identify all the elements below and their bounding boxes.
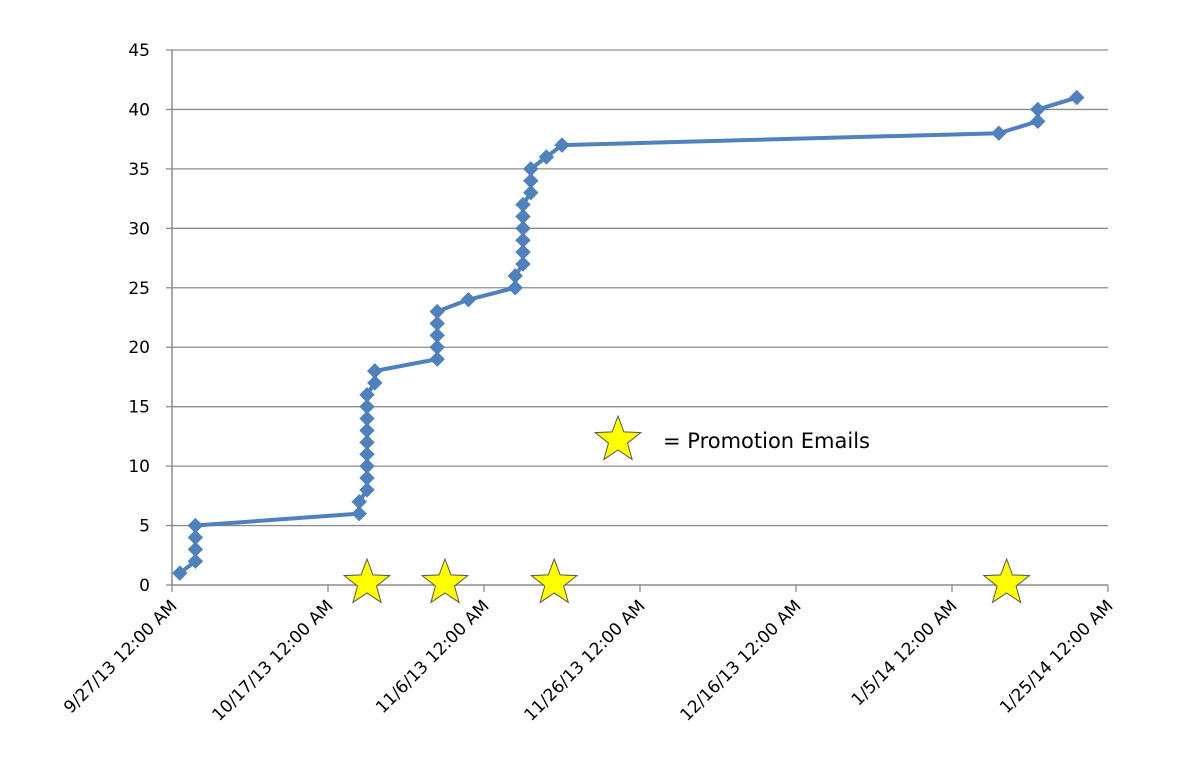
data-point — [187, 529, 204, 546]
promotion-star-markers — [342, 557, 1031, 604]
data-point — [515, 256, 531, 272]
data-point — [429, 303, 445, 320]
x-tick-label: 11/26/13 12:00 AM — [521, 596, 650, 725]
data-point — [523, 173, 539, 189]
x-tick-label: 1/5/14 12:00 AM — [848, 596, 962, 710]
promotion-star — [342, 557, 392, 604]
y-tick-label: 10 — [128, 457, 150, 477]
gridlines — [172, 49, 1108, 527]
data-point — [515, 244, 531, 260]
data-point — [507, 280, 523, 296]
data-point — [172, 565, 188, 581]
data-point — [991, 125, 1007, 141]
legend-label: = Promotion Emails — [663, 429, 870, 453]
data-point — [359, 482, 375, 498]
data-point — [1030, 101, 1046, 118]
x-tick-label: 9/27/13 12:00 AM — [60, 596, 181, 717]
data-point — [1069, 89, 1085, 106]
y-tick-label: 15 — [128, 398, 150, 418]
data-point — [429, 315, 445, 332]
x-tick-label: 11/6/13 12:00 AM — [372, 596, 493, 717]
data-point — [187, 553, 204, 569]
data-point — [359, 387, 375, 403]
promotion-star — [982, 557, 1031, 604]
x-tick-label: 1/25/14 12:00 AM — [996, 596, 1117, 717]
data-point — [515, 220, 531, 237]
data-point — [523, 161, 539, 177]
y-tick-label: 45 — [128, 41, 150, 61]
data-point — [554, 137, 570, 153]
data-point — [359, 446, 375, 462]
data-point — [367, 375, 383, 391]
legend-star-icon — [593, 414, 643, 461]
data-point — [359, 470, 375, 486]
data-point — [187, 517, 204, 534]
y-tick-label: 25 — [128, 279, 150, 299]
data-point — [359, 422, 375, 439]
y-tick-label: 40 — [128, 100, 150, 120]
x-tick-label: 10/17/13 12:00 AM — [209, 596, 338, 725]
series-line — [172, 89, 1085, 581]
data-point — [515, 208, 531, 225]
y-tick-label: 0 — [139, 576, 150, 596]
y-axis-ticks: 0 5 10 15 20 25 30 35 40 45 — [128, 41, 150, 596]
legend: = Promotion Emails — [593, 414, 870, 461]
data-point — [359, 398, 375, 415]
data-point — [429, 327, 445, 344]
data-point — [359, 410, 375, 427]
promotion-star — [530, 557, 579, 604]
x-tick-label: 12/16/13 12:00 AM — [677, 596, 806, 725]
data-point — [515, 232, 531, 248]
data-point — [538, 149, 555, 165]
y-tick-label: 5 — [139, 517, 150, 537]
data-point — [351, 494, 367, 510]
y-tick-label: 20 — [128, 338, 150, 358]
data-point — [187, 541, 204, 558]
data-point — [515, 196, 531, 213]
y-tick-label: 35 — [128, 160, 150, 180]
data-point — [351, 505, 367, 522]
x-axis-ticks: 9/27/13 12:00 AM 10/17/13 12:00 AM 11/6/13… — [60, 585, 1118, 725]
promotion-star — [420, 557, 470, 604]
data-point — [429, 351, 445, 367]
data-point — [429, 339, 445, 355]
data-point — [523, 184, 539, 201]
data-point — [359, 434, 375, 451]
data-point — [359, 458, 375, 474]
axes — [166, 49, 1108, 586]
data-point — [367, 363, 383, 379]
y-tick-label: 30 — [128, 219, 150, 239]
data-point — [1030, 113, 1046, 130]
data-point — [460, 291, 477, 308]
data-point — [507, 268, 523, 284]
